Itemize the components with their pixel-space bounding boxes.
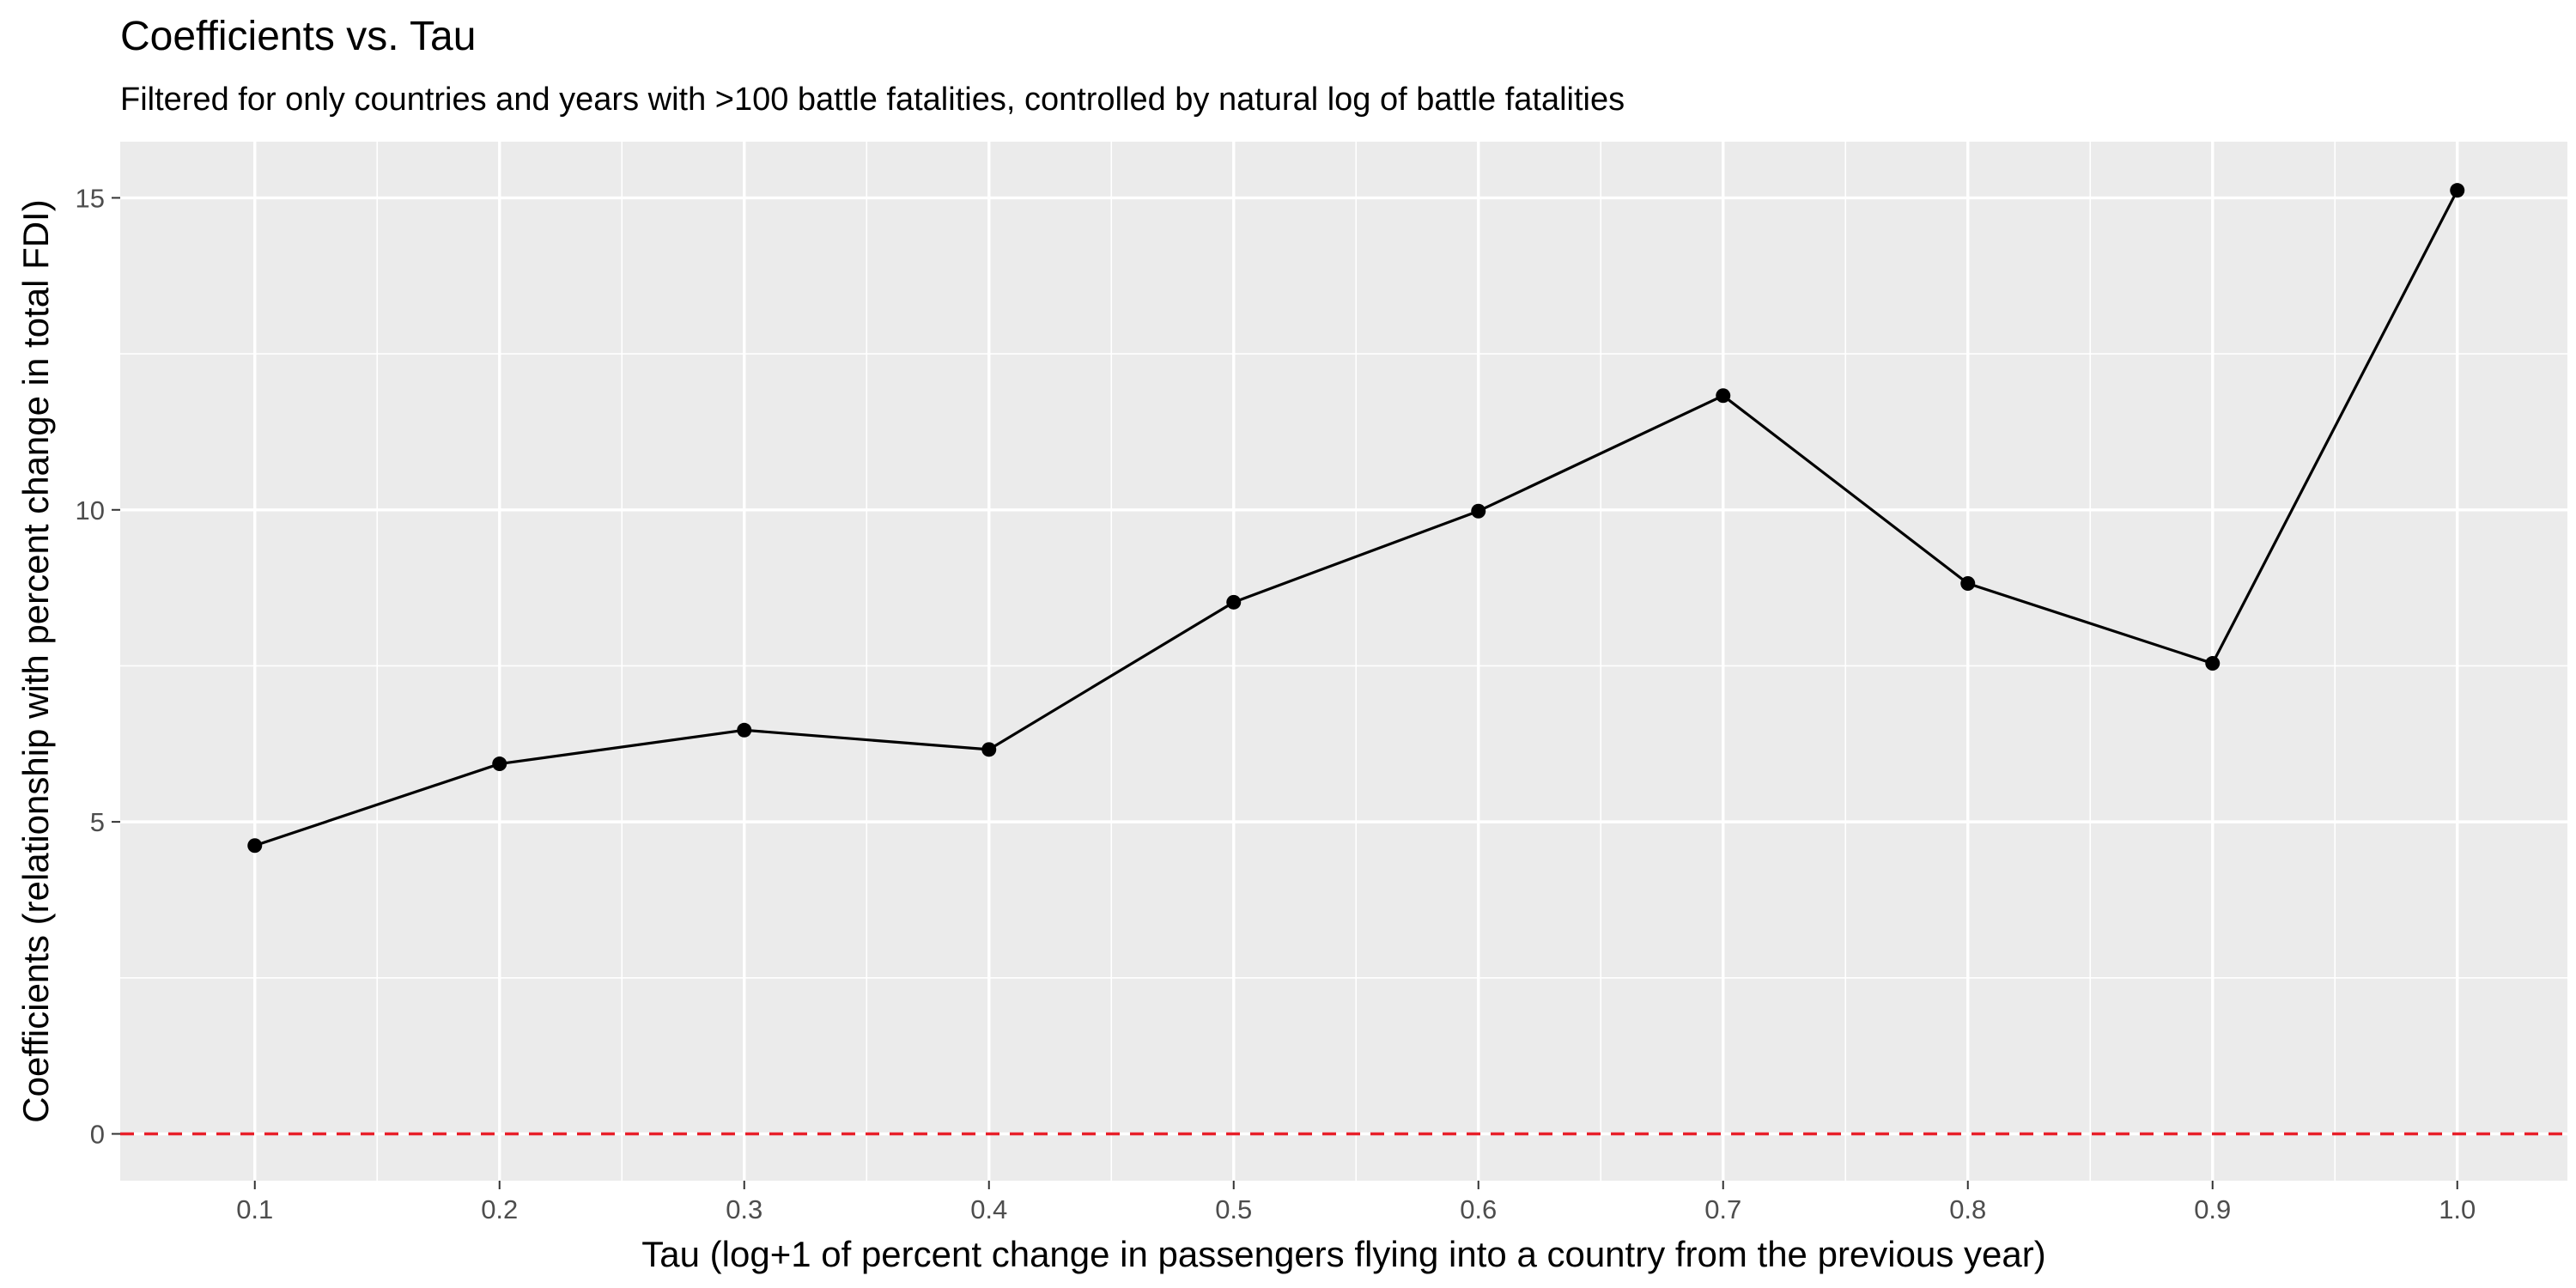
y-tick-label: 5 [90,807,105,837]
data-point [2450,183,2465,198]
y-axis-title: Coefficients (relationship with percent … [15,199,56,1122]
major-gridlines [120,142,2567,1181]
y-tick-label: 0 [90,1119,105,1149]
x-tick-label: 0.9 [2194,1194,2231,1224]
plot-panel [120,142,2567,1181]
x-tick-label: 0.8 [1949,1194,1986,1224]
data-point [1471,503,1486,519]
x-tick-label: 1.0 [2439,1194,2476,1224]
data-point [981,742,997,757]
data-point [1716,388,1731,404]
series-layer [247,183,2465,854]
x-tick-label: 0.6 [1460,1194,1497,1224]
minor-gridlines [120,142,2567,1181]
chart-subtitle: Filtered for only countries and years wi… [120,82,1625,118]
chart-title: Coefficients vs. Tau [120,14,476,59]
data-point [247,838,263,854]
x-axis: 0.1 0.2 0.3 0.4 0.5 0.6 0.7 0.8 0.9 1.0 [236,1181,2476,1224]
x-tick-label: 0.5 [1215,1194,1252,1224]
data-point [737,722,752,738]
x-tick-label: 0.3 [726,1194,762,1224]
series-line [254,189,2459,848]
data-point [1226,594,1242,610]
x-tick-label: 0.4 [970,1194,1007,1224]
y-tick-label: 15 [76,183,105,213]
x-tick-label: 0.2 [481,1194,518,1224]
y-axis: 0 5 10 15 [76,183,120,1149]
data-point [492,756,507,772]
data-point [2205,656,2221,671]
x-tick-label: 0.7 [1704,1194,1741,1224]
y-tick-label: 10 [76,495,105,526]
x-tick-label: 0.1 [236,1194,273,1224]
data-point [1960,576,1976,592]
x-axis-title: Tau (log+1 of percent change in passenge… [641,1234,2045,1274]
